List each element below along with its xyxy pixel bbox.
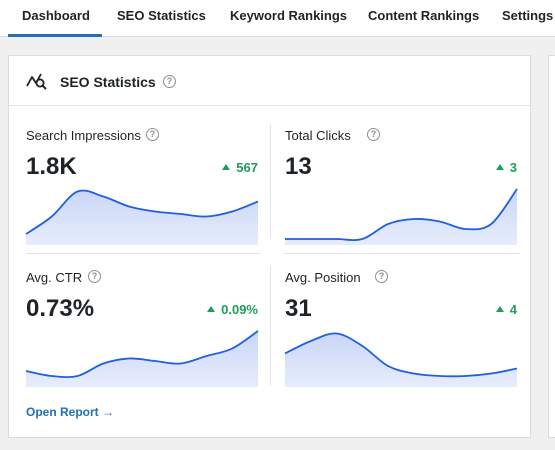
trend-up-icon [495,306,504,312]
trend-up-icon [495,164,504,170]
panel-title: SEO Statistics [60,74,156,90]
sparkline-area [285,333,517,387]
divider [284,253,520,254]
tab-settings[interactable]: Settings [502,8,554,23]
divider [270,124,271,239]
metric-change: 4 [495,302,517,318]
metric-change-value: 4 [509,302,517,317]
help-icon[interactable]: ? [146,128,159,141]
panel-header: SEO Statistics ? [9,56,530,106]
help-icon[interactable]: ? [163,75,176,88]
metric-change-value: 0.09% [221,302,258,317]
metric-value: 0.73% [26,295,95,322]
metric-value: 31 [285,295,312,322]
metric-value: 13 [285,153,312,180]
trend-up-icon [207,306,216,312]
metric-label: Avg. CTR [26,270,83,285]
sparkline-area [26,190,258,245]
sparkline-chart [284,188,518,245]
seo-statistics-panel: SEO Statistics ? Search Impressions ? 1.… [8,55,531,438]
metric-change-value: 3 [509,160,517,175]
sparkline-line [25,189,259,235]
metric-avg-ctr: Avg. CTR ? 0.73% 0.09% [25,267,259,392]
metric-change: 0.09% [207,302,258,318]
open-report-link[interactable]: Open Report → [26,405,115,419]
metric-label: Avg. Position [285,270,361,285]
help-icon[interactable]: ? [88,270,101,283]
metric-change-value: 567 [236,160,258,175]
sparkline-chart [284,332,518,387]
sparkline-line [284,188,518,241]
analytics-search-icon [26,73,47,90]
sparkline-chart [25,189,259,245]
sparkline-line [284,332,518,378]
metric-change: 567 [222,160,258,176]
sparkline-area [26,331,258,387]
divider [26,253,261,254]
sparkline-area [285,189,517,245]
trend-up-icon [222,164,231,170]
metric-label: Search Impressions [26,128,141,143]
sparkline-line [25,330,259,379]
help-icon[interactable]: ? [367,128,380,141]
tab-keyword-rankings[interactable]: Keyword Rankings [230,8,348,23]
tab-bar: Dashboard SEO Statistics Keyword Ranking… [0,0,555,37]
tab-dashboard[interactable]: Dashboard [8,0,102,37]
tab-content-rankings[interactable]: Content Rankings [368,8,480,23]
metric-total-clicks: Total Clicks ? 13 3 [284,125,518,250]
metric-label: Total Clicks [285,128,351,143]
metric-change: 3 [495,160,517,176]
help-icon[interactable]: ? [375,270,388,283]
sparkline-chart [25,330,259,387]
adjacent-panel-edge [548,55,555,438]
metric-avg-position: Avg. Position ? 31 4 [284,267,518,392]
metric-search-impressions: Search Impressions ? 1.8K 567 [25,125,259,250]
metric-value: 1.8K [26,153,77,180]
divider [270,266,271,386]
tab-seo-statistics[interactable]: SEO Statistics [117,8,206,23]
